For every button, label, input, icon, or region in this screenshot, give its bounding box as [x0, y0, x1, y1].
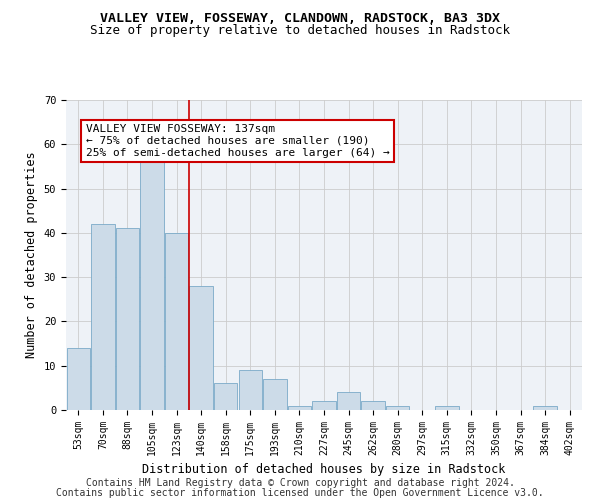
Bar	[337, 392, 360, 410]
Bar	[288, 406, 311, 410]
Bar	[361, 401, 385, 410]
Bar	[214, 384, 238, 410]
Bar	[91, 224, 115, 410]
Bar	[67, 348, 90, 410]
Bar	[239, 370, 262, 410]
Bar	[263, 379, 287, 410]
Text: Contains public sector information licensed under the Open Government Licence v3: Contains public sector information licen…	[56, 488, 544, 498]
Bar	[435, 406, 458, 410]
Bar	[116, 228, 139, 410]
Text: VALLEY VIEW, FOSSEWAY, CLANDOWN, RADSTOCK, BA3 3DX: VALLEY VIEW, FOSSEWAY, CLANDOWN, RADSTOC…	[100, 12, 500, 26]
Text: Contains HM Land Registry data © Crown copyright and database right 2024.: Contains HM Land Registry data © Crown c…	[86, 478, 514, 488]
X-axis label: Distribution of detached houses by size in Radstock: Distribution of detached houses by size …	[142, 464, 506, 476]
Bar	[533, 406, 557, 410]
Bar	[140, 153, 164, 410]
Bar	[190, 286, 213, 410]
Text: VALLEY VIEW FOSSEWAY: 137sqm
← 75% of detached houses are smaller (190)
25% of s: VALLEY VIEW FOSSEWAY: 137sqm ← 75% of de…	[86, 124, 389, 158]
Bar	[313, 401, 335, 410]
Bar	[165, 233, 188, 410]
Text: Size of property relative to detached houses in Radstock: Size of property relative to detached ho…	[90, 24, 510, 37]
Bar	[386, 406, 409, 410]
Y-axis label: Number of detached properties: Number of detached properties	[25, 152, 38, 358]
